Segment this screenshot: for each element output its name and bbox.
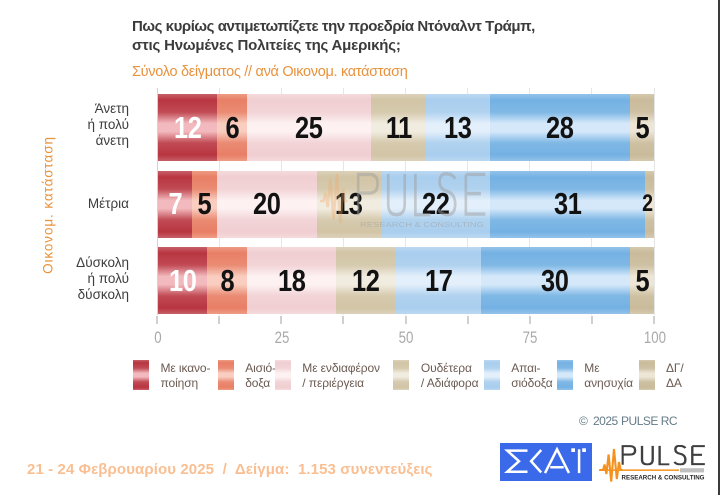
svg-text:RESEARCH & CONSULTING: RESEARCH & CONSULTING [360,220,484,229]
svg-text:RESEARCH & CONSULTING: RESEARCH & CONSULTING [622,476,705,482]
